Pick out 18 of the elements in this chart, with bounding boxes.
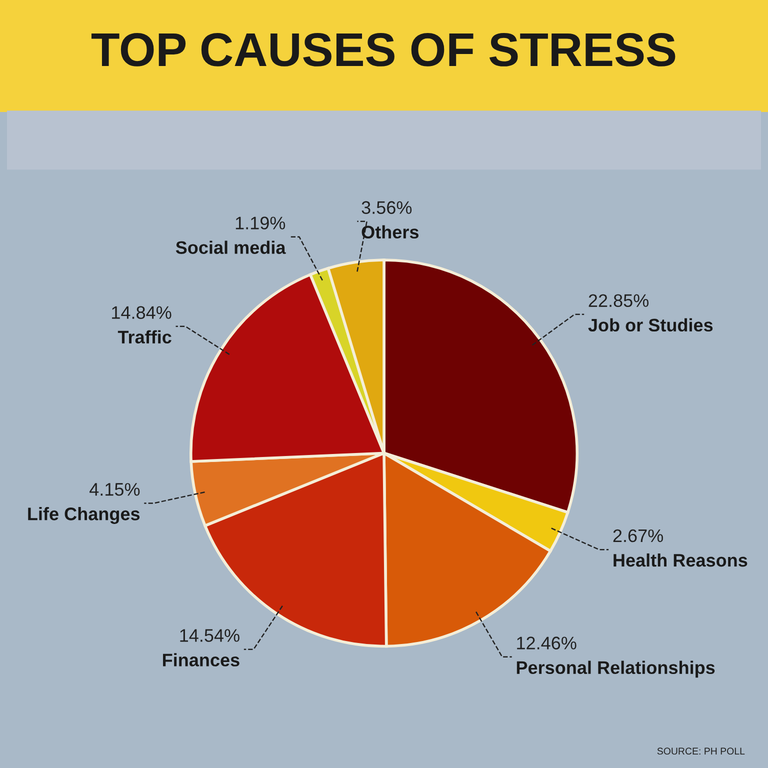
slice-label: Health Reasons [614, 553, 748, 567]
data-label: 22.85% [588, 294, 649, 307]
data-label: 1.19% [236, 216, 286, 230]
data-label: 14.84% [112, 306, 172, 319]
slice-label: Traffic [118, 330, 172, 344]
data-label: 14.54% [180, 629, 240, 642]
source-note: SOURCE: PH POLL [657, 748, 745, 755]
slice-label: Others [362, 225, 419, 239]
slice-label: Social media [176, 240, 286, 254]
data-label: 4.15% [90, 483, 140, 496]
slice-label: Personal Relationships [516, 660, 715, 678]
data-label: 3.56% [362, 201, 412, 214]
slice-label: Finances [163, 653, 240, 666]
slice-label: Life Changes [28, 507, 140, 524]
chart-title: TOP CAUSES OF STRESS [91, 32, 676, 66]
data-label: 12.46% [517, 636, 576, 650]
slice-label: Job or Studies [588, 318, 713, 332]
data-label: 2.67% [613, 529, 663, 542]
